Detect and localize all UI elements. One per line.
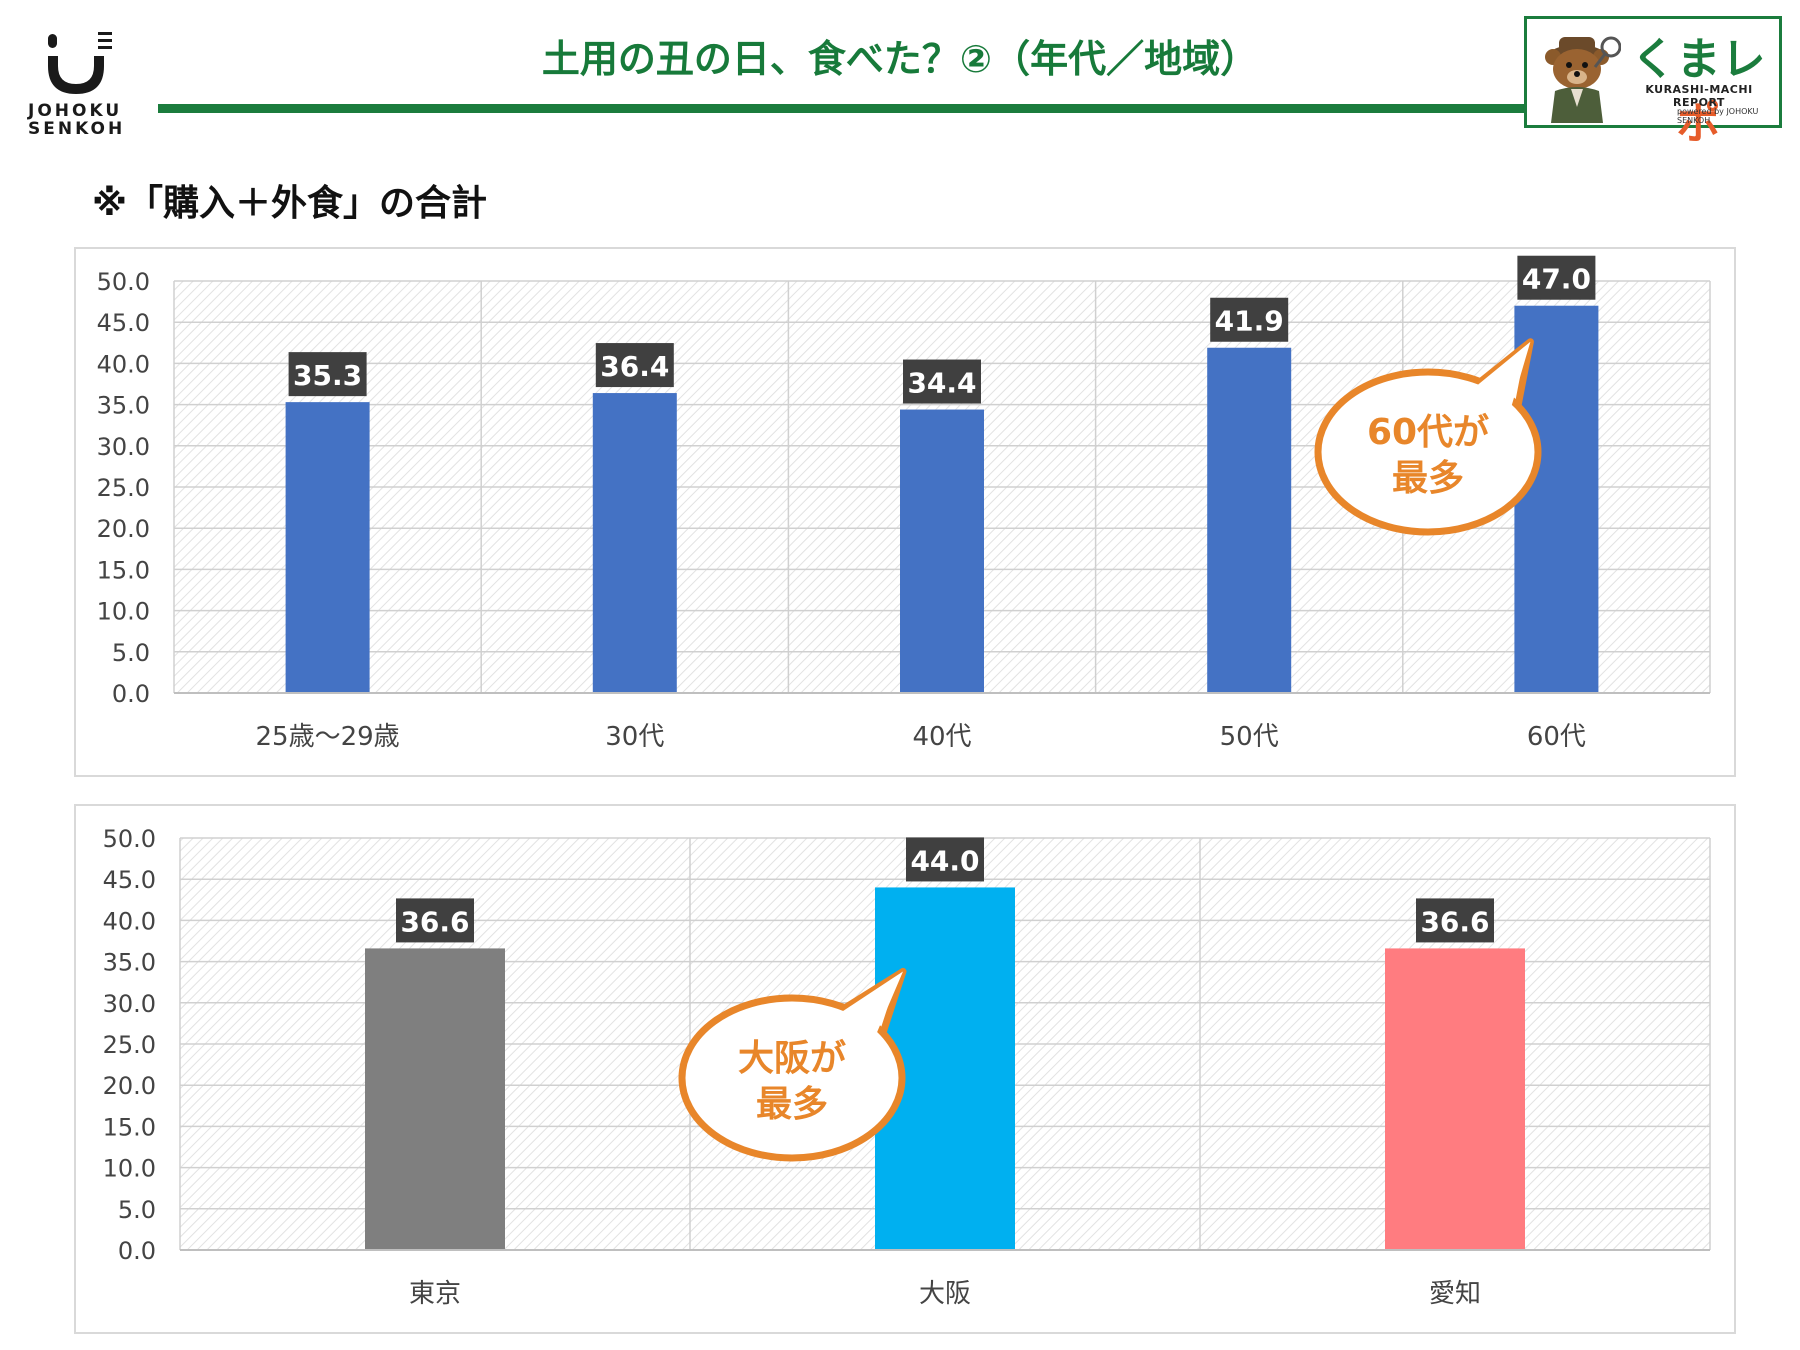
page-title: 土用の丑の日、食べた？②（年代／地域） bbox=[541, 37, 1259, 81]
y-tick-label: 20.0 bbox=[97, 515, 150, 543]
badge-brand-accent: ポ bbox=[1676, 98, 1722, 149]
x-category-label: 60代 bbox=[1527, 722, 1586, 752]
data-label-box bbox=[906, 837, 984, 882]
bar bbox=[900, 409, 984, 693]
badge-subtitle: KURASHI-MACHI REPORT bbox=[1645, 83, 1753, 109]
y-tick-label: 40.0 bbox=[97, 350, 150, 378]
y-tick-label: 30.0 bbox=[103, 990, 156, 1018]
callout-ellipse bbox=[1314, 368, 1542, 536]
data-label: 36.6 bbox=[1420, 905, 1489, 938]
data-label-box bbox=[396, 898, 474, 943]
y-tick-label: 10.0 bbox=[97, 598, 150, 626]
age-chart-panel: 0.0 5.0 10.0 15.0 20.0 25.0 30.0 35.0 40.0 45.0 50… bbox=[74, 247, 1736, 777]
callout-text: 最多 bbox=[1392, 458, 1464, 499]
age-bar-chart: 0.0 5.0 10.0 15.0 20.0 25.0 30.0 35.0 40.0 45.0 50… bbox=[97, 255, 1711, 752]
data-label-box bbox=[1210, 297, 1289, 342]
data-label-box bbox=[1416, 898, 1494, 943]
data-label: 44.0 bbox=[910, 844, 979, 877]
chart-note: ※「購入＋外食」の合計 bbox=[92, 183, 487, 224]
bar bbox=[365, 948, 505, 1250]
x-category-label: 東京 bbox=[409, 1279, 461, 1309]
x-category-label: 30代 bbox=[605, 722, 664, 752]
y-tick-label: 15.0 bbox=[103, 1113, 156, 1141]
y-tick-label: 20.0 bbox=[103, 1072, 156, 1100]
x-category-label: 40代 bbox=[912, 722, 971, 752]
y-tick-label: 0.0 bbox=[118, 1237, 156, 1265]
company-logo-mark-icon bbox=[48, 32, 112, 94]
data-label: 34.4 bbox=[907, 367, 976, 400]
callout-tail-fill bbox=[835, 971, 903, 1044]
y-tick-label: 40.0 bbox=[103, 907, 156, 935]
callout-tail-fill bbox=[1471, 341, 1531, 418]
company-logo: JOHOKU SENKOH bbox=[26, 28, 136, 138]
y-tick-label: 5.0 bbox=[118, 1196, 156, 1224]
y-tick-label: 45.0 bbox=[103, 866, 156, 894]
callout-text: 大阪が bbox=[738, 1038, 846, 1079]
region-bar-chart: 0.0 5.0 10.0 15.0 20.0 25.0 30.0 35.0 40.0 45.0 50… bbox=[103, 825, 1711, 1309]
data-label: 41.9 bbox=[1215, 305, 1284, 338]
bar bbox=[1207, 347, 1292, 693]
data-label: 36.4 bbox=[600, 350, 669, 383]
callout-text: 60代が bbox=[1367, 412, 1489, 453]
bar bbox=[285, 402, 370, 693]
report-badge: くまレポ KURASHI-MACHI REPORT powered by JOH… bbox=[1524, 16, 1782, 149]
y-tick-label: 35.0 bbox=[103, 949, 156, 977]
y-tick-label: 25.0 bbox=[103, 1031, 156, 1059]
bar bbox=[1385, 948, 1525, 1250]
x-category-label: 大阪 bbox=[919, 1279, 971, 1309]
region-chart-panel: 0.0 5.0 10.0 15.0 20.0 25.0 30.0 35.0 40.0 45.0 50… bbox=[74, 804, 1736, 1334]
data-label: 36.6 bbox=[400, 905, 469, 938]
y-tick-label: 50.0 bbox=[103, 825, 156, 853]
data-label-box bbox=[903, 359, 981, 404]
y-tick-label: 30.0 bbox=[97, 433, 150, 461]
x-category-label: 愛知 bbox=[1429, 1279, 1481, 1309]
badge-powered-by: powered by JOHOKU SENKOH bbox=[1677, 107, 1759, 125]
data-label-box bbox=[288, 352, 367, 397]
bar bbox=[592, 393, 677, 693]
bear-detective-icon bbox=[1545, 36, 1621, 123]
y-tick-label: 0.0 bbox=[112, 680, 150, 708]
y-tick-label: 10.0 bbox=[103, 1155, 156, 1183]
header-rule bbox=[158, 104, 1524, 113]
company-name-line2: SENKOH bbox=[28, 119, 126, 139]
callout-ellipse bbox=[678, 994, 906, 1162]
callout-text: 最多 bbox=[756, 1084, 828, 1125]
y-tick-label: 5.0 bbox=[112, 639, 150, 667]
x-category-label: 50代 bbox=[1220, 722, 1279, 752]
y-tick-label: 35.0 bbox=[97, 392, 150, 420]
x-category-label: 25歳～29歳 bbox=[256, 722, 400, 752]
y-tick-label: 50.0 bbox=[97, 268, 150, 296]
y-tick-label: 45.0 bbox=[97, 309, 150, 337]
data-label: 35.3 bbox=[293, 359, 362, 392]
badge-brand: くまレポ bbox=[1619, 23, 1779, 151]
data-label: 47.0 bbox=[1522, 263, 1591, 296]
data-label-box bbox=[595, 343, 674, 388]
badge-brand-main: くまレ bbox=[1631, 34, 1767, 85]
y-tick-label: 25.0 bbox=[97, 474, 150, 502]
y-tick-label: 15.0 bbox=[97, 556, 150, 584]
data-label-box bbox=[1517, 255, 1596, 300]
company-name-line1: JOHOKU bbox=[28, 101, 123, 121]
